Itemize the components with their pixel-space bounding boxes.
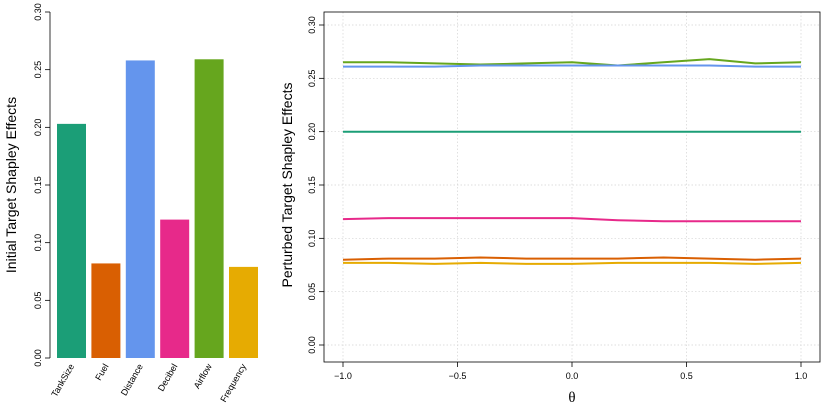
line-y-tick-label: 0.30	[307, 16, 317, 34]
line-y-tick-label: 0.15	[307, 176, 317, 194]
bar-decibel	[160, 219, 190, 358]
bar-distance	[125, 60, 155, 358]
bar-y-ticks: 0.00 0.05 0.10 0.15 0.20 0.25 0.30	[33, 3, 50, 367]
bar-category-label: Distance	[119, 362, 145, 397]
bar-y-tick-label: 0.20	[33, 119, 43, 137]
line-chart: 0.00 0.05 0.10 0.15 0.20 0.25 0.30 −1.0 −0.5 0.0…	[279, 11, 821, 406]
bar-y-tick-label: 0.10	[33, 234, 43, 252]
line-series-2	[343, 64, 801, 68]
line-x-tick-label: 1.0	[795, 371, 808, 381]
line-y-tick-label: 0.25	[307, 70, 317, 88]
bar-y-tick-label: 0.15	[33, 176, 43, 194]
bar-category-label: Fuel	[93, 362, 110, 382]
bar-marks	[57, 59, 258, 358]
line-series	[342, 58, 802, 265]
bar-frequency	[229, 266, 258, 358]
line-series-4	[342, 217, 801, 223]
line-x-tick-label: 0.5	[680, 371, 693, 381]
bar-category-label: TankSize	[49, 362, 76, 399]
line-x-tick-label: −1.0	[334, 371, 352, 381]
bar-y-tick-label: 0.00	[33, 349, 43, 367]
line-y-tick-label: 0.05	[307, 283, 317, 301]
line-y-axis-title: Perturbed Target Shapley Effects	[279, 83, 295, 288]
bar-category-label: Decibel	[156, 362, 180, 393]
line-x-ticks: −1.0 −0.5 0.0 0.5 1.0	[334, 362, 807, 381]
line-y-tick-label: 0.20	[307, 123, 317, 141]
bar-y-tick-label: 0.05	[33, 292, 43, 310]
line-y-ticks: 0.00 0.05 0.10 0.15 0.20 0.25 0.30	[307, 16, 324, 354]
bar-y-tick-label: 0.25	[33, 61, 43, 79]
bar-fuel	[91, 263, 121, 358]
line-y-tick-label: 0.10	[307, 230, 317, 248]
line-series-1	[343, 58, 802, 67]
line-y-tick-label: 0.00	[307, 336, 317, 354]
line-x-axis-title: θ	[568, 390, 575, 406]
bar-tanksize	[57, 123, 86, 358]
line-x-tick-label: −0.5	[449, 371, 467, 381]
bar-category-label: Airflow	[192, 362, 214, 391]
line-x-tick-label: 0.0	[566, 371, 579, 381]
bar-category-labels: TankSize Fuel Distance Decibel Airflow Freque…	[49, 362, 248, 404]
bar-y-tick-label: 0.30	[33, 3, 43, 21]
bar-airflow	[194, 59, 224, 358]
bar-chart: 0.00 0.05 0.10 0.15 0.20 0.25 0.30 TankSize Fue…	[3, 3, 258, 404]
bar-category-label: Frequency	[218, 362, 248, 404]
line-series-6	[343, 261, 802, 265]
line-series-5	[342, 256, 802, 261]
bar-y-axis-title: Initial Target Shapley Effects	[3, 97, 19, 273]
